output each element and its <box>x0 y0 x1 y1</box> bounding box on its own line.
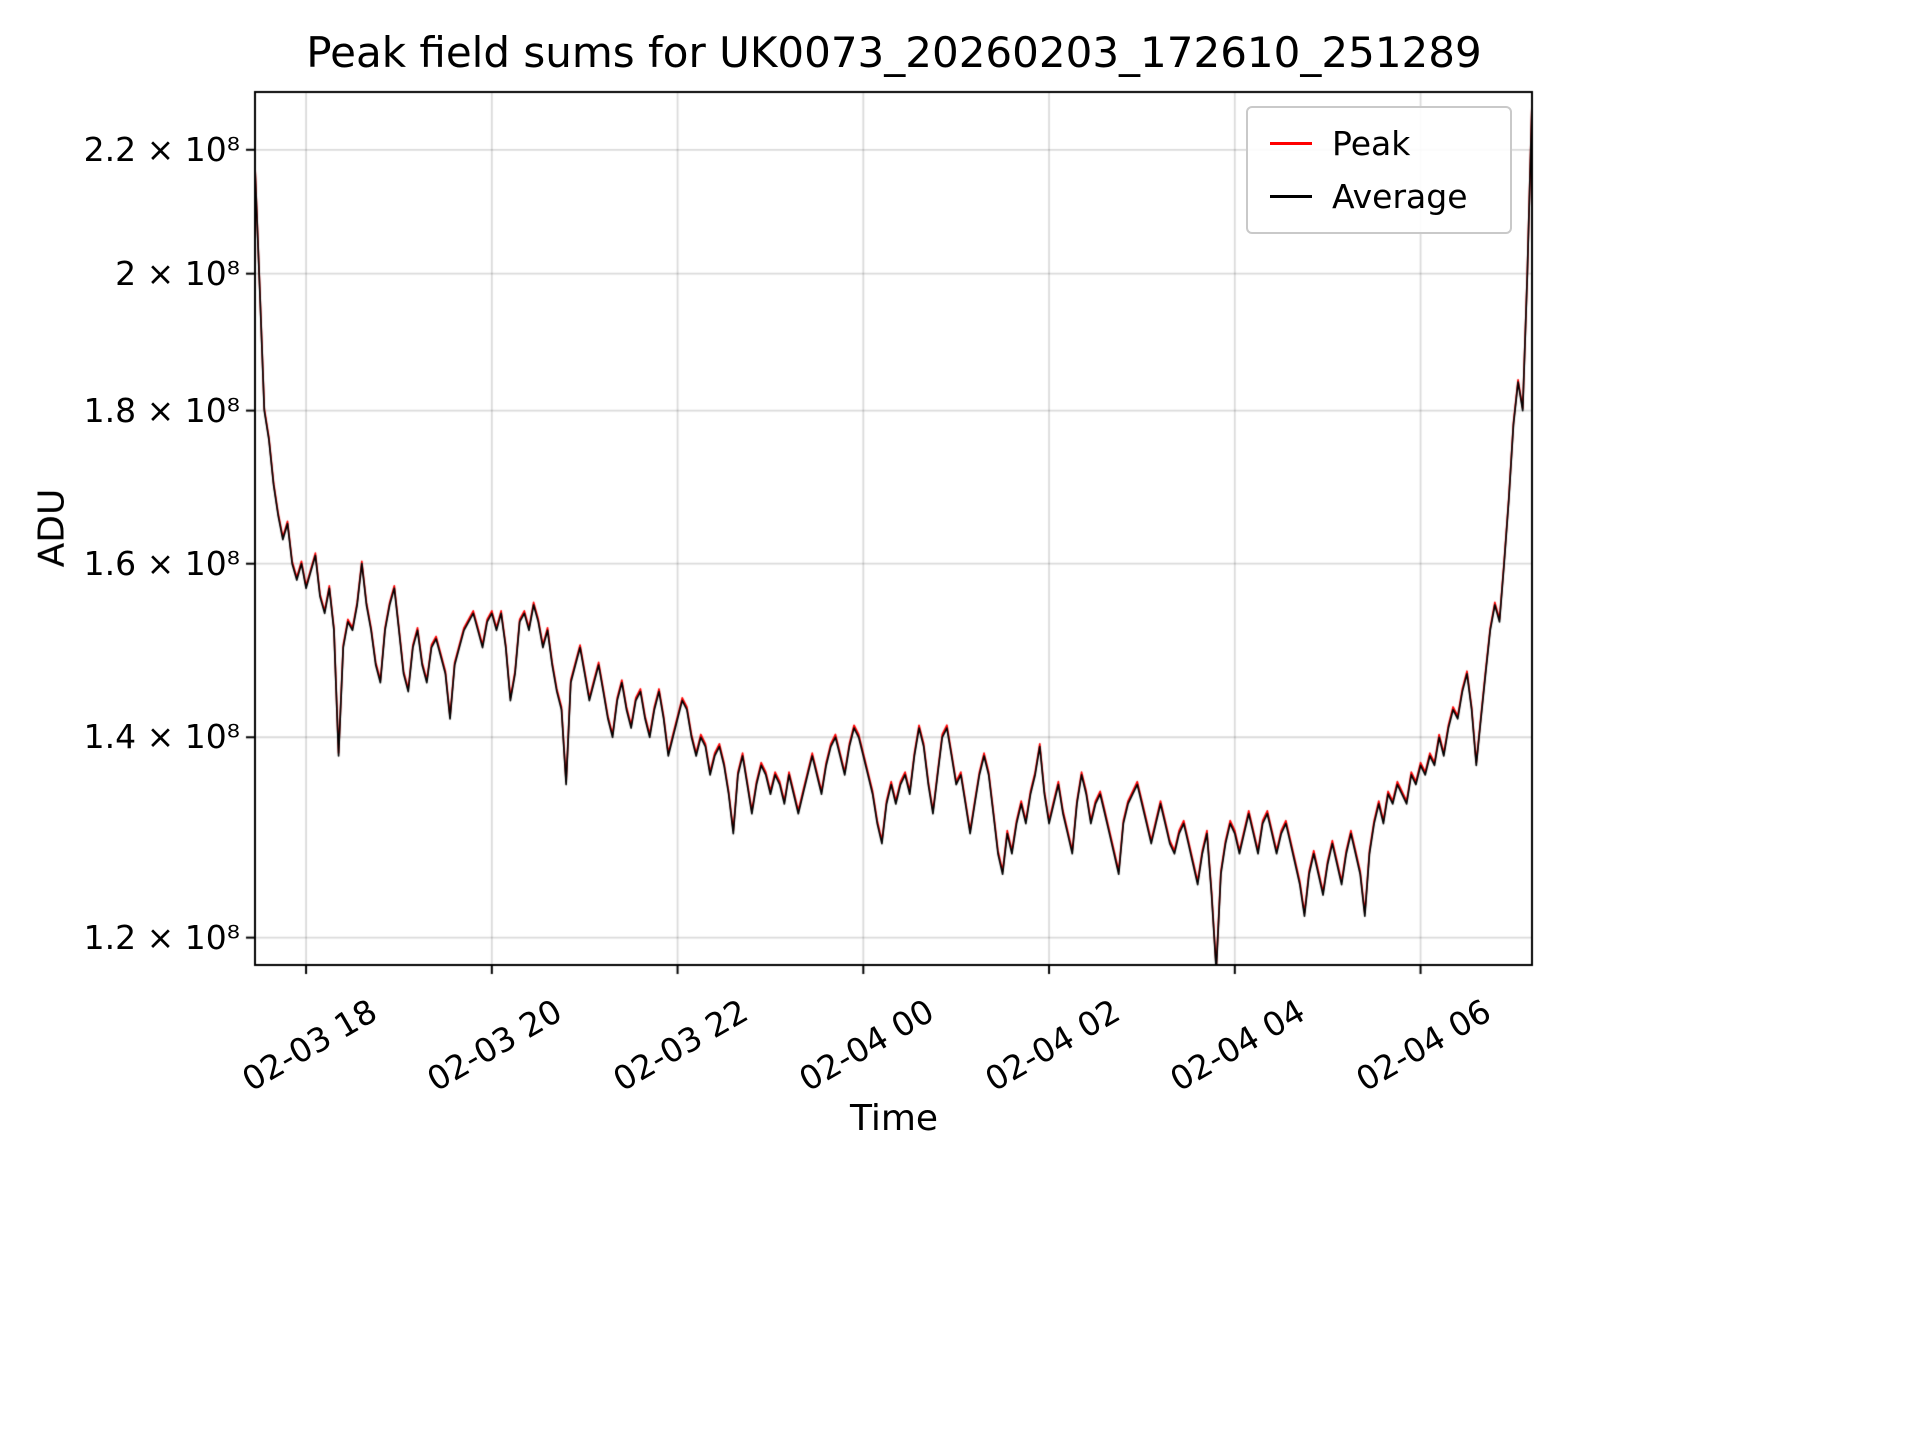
peak-line-swatch <box>1270 142 1312 145</box>
legend-item-average: Average <box>1270 177 1488 216</box>
legend: Peak Average <box>1246 106 1512 234</box>
average-line-swatch <box>1270 195 1312 198</box>
y-tick-label: 2.2 × 10⁸ <box>83 129 240 169</box>
y-tick-label: 1.8 × 10⁸ <box>83 390 240 430</box>
y-tick-label: 2 × 10⁸ <box>115 253 240 293</box>
x-axis-label: Time <box>849 1098 939 1139</box>
y-tick-label: 1.6 × 10⁸ <box>83 543 240 583</box>
chart-title: Peak field sums for UK0073_20260203_1726… <box>306 28 1482 77</box>
legend-label-average: Average <box>1332 177 1468 216</box>
legend-item-peak: Peak <box>1270 124 1488 163</box>
y-axis-label: ADU <box>31 488 73 568</box>
y-tick-label: 1.4 × 10⁸ <box>83 717 240 757</box>
legend-label-peak: Peak <box>1332 124 1411 163</box>
y-tick-label: 1.2 × 10⁸ <box>83 917 240 957</box>
